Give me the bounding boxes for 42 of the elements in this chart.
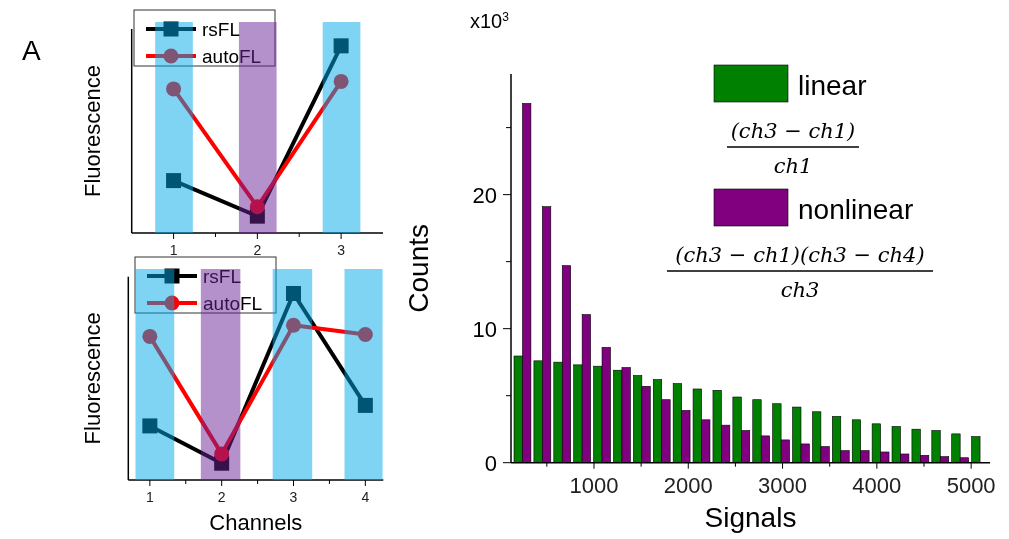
x-tick-label: 1 <box>145 489 154 505</box>
point <box>333 73 349 89</box>
y-tick-label: 10 <box>472 316 497 342</box>
text: A <box>22 35 41 66</box>
y-axis-title: Fluorescence <box>80 64 105 198</box>
x-tick-label: 3 <box>289 489 298 505</box>
legend-label: rsFL <box>202 19 240 40</box>
point <box>249 199 265 215</box>
point <box>166 173 182 189</box>
x-axis-title: Signals <box>704 501 797 533</box>
x-tick-label: 5000 <box>946 472 996 498</box>
x-axis-title: Channels <box>209 510 303 535</box>
point <box>357 397 373 413</box>
point <box>333 38 349 54</box>
legend-label: nonlinear <box>798 194 914 225</box>
point <box>142 418 158 434</box>
annotation: ch3 <box>780 278 820 302</box>
point <box>166 81 182 97</box>
y-tick-label: 0 <box>484 450 497 476</box>
point <box>286 317 302 333</box>
x-tick-label: 1000 <box>569 472 619 498</box>
text: x10$^{3}$ <box>470 10 510 32</box>
y-axis-title: Counts <box>403 223 434 313</box>
x-tick-label: 4 <box>361 489 370 505</box>
y-tick-label: 20 <box>472 182 497 208</box>
point <box>286 285 302 301</box>
annotation: (ch3 − ch1) <box>730 119 856 143</box>
x-tick-label: 3 <box>337 242 346 258</box>
y-axis-title: Fluorescence <box>80 312 105 445</box>
point <box>214 446 230 462</box>
x-tick-label: 2 <box>253 242 262 258</box>
legend-label: autoFL <box>202 46 262 67</box>
x-tick-label: 2 <box>217 489 226 505</box>
x-tick-label: 3000 <box>758 472 808 498</box>
annotation: ch1 <box>773 154 813 178</box>
legend-label: linear <box>798 70 867 101</box>
point <box>357 327 373 343</box>
point <box>142 328 158 344</box>
x-tick-label: 1 <box>169 242 178 258</box>
annotation: (ch3 − ch1)(ch3 − ch4) <box>675 243 925 267</box>
x-tick-label: 2000 <box>663 472 713 498</box>
x-tick-label: 4000 <box>852 472 902 498</box>
